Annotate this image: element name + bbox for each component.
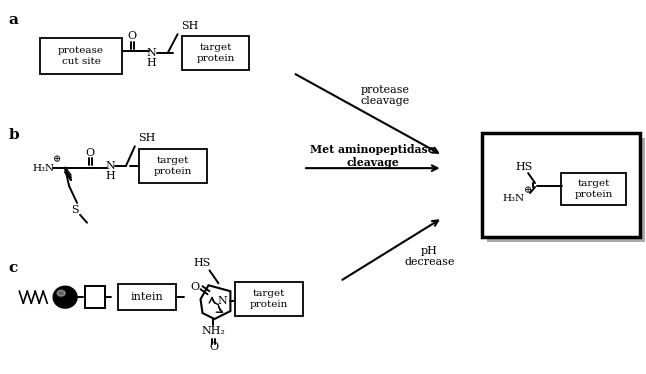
- Text: ⊕: ⊕: [53, 156, 61, 165]
- Text: H: H: [105, 171, 115, 181]
- Bar: [182, 36, 249, 70]
- Text: O: O: [209, 342, 218, 352]
- Text: protease
cleavage: protease cleavage: [360, 85, 410, 107]
- Text: a: a: [8, 13, 18, 27]
- Text: ⊕: ⊕: [524, 187, 532, 196]
- Text: NH₂: NH₂: [202, 326, 225, 336]
- Text: protease
cut site: protease cut site: [58, 46, 104, 66]
- Text: O: O: [190, 282, 199, 292]
- Text: intein: intein: [130, 292, 163, 302]
- Bar: [483, 133, 640, 237]
- Text: N: N: [105, 161, 115, 171]
- Bar: [40, 38, 122, 74]
- Bar: [235, 282, 303, 316]
- Ellipse shape: [57, 290, 65, 296]
- Text: HS: HS: [194, 258, 211, 269]
- Text: O: O: [85, 148, 94, 158]
- Text: HS: HS: [515, 162, 532, 172]
- Text: pH
decrease: pH decrease: [404, 246, 455, 267]
- Text: b: b: [8, 128, 19, 142]
- Text: H: H: [147, 58, 156, 68]
- Text: c: c: [8, 261, 17, 275]
- Text: target
protein: target protein: [250, 289, 288, 309]
- Text: SH: SH: [182, 21, 199, 31]
- Bar: [561, 173, 626, 205]
- Text: N: N: [147, 48, 156, 58]
- Text: target
protein: target protein: [196, 43, 234, 63]
- Text: H₃N: H₃N: [32, 164, 54, 173]
- Text: O: O: [127, 31, 136, 41]
- Text: S: S: [71, 205, 79, 215]
- Bar: [118, 284, 176, 310]
- Text: Met aminopeptidase
cleavage: Met aminopeptidase cleavage: [311, 144, 435, 168]
- Bar: [85, 286, 105, 308]
- Text: target
protein: target protein: [575, 179, 613, 199]
- Text: target
protein: target protein: [154, 156, 192, 176]
- Text: H₃N: H₃N: [502, 194, 525, 203]
- Text: SH: SH: [138, 134, 155, 143]
- Bar: [139, 149, 207, 183]
- Bar: [487, 138, 645, 242]
- Ellipse shape: [53, 286, 77, 308]
- Text: N: N: [218, 296, 227, 306]
